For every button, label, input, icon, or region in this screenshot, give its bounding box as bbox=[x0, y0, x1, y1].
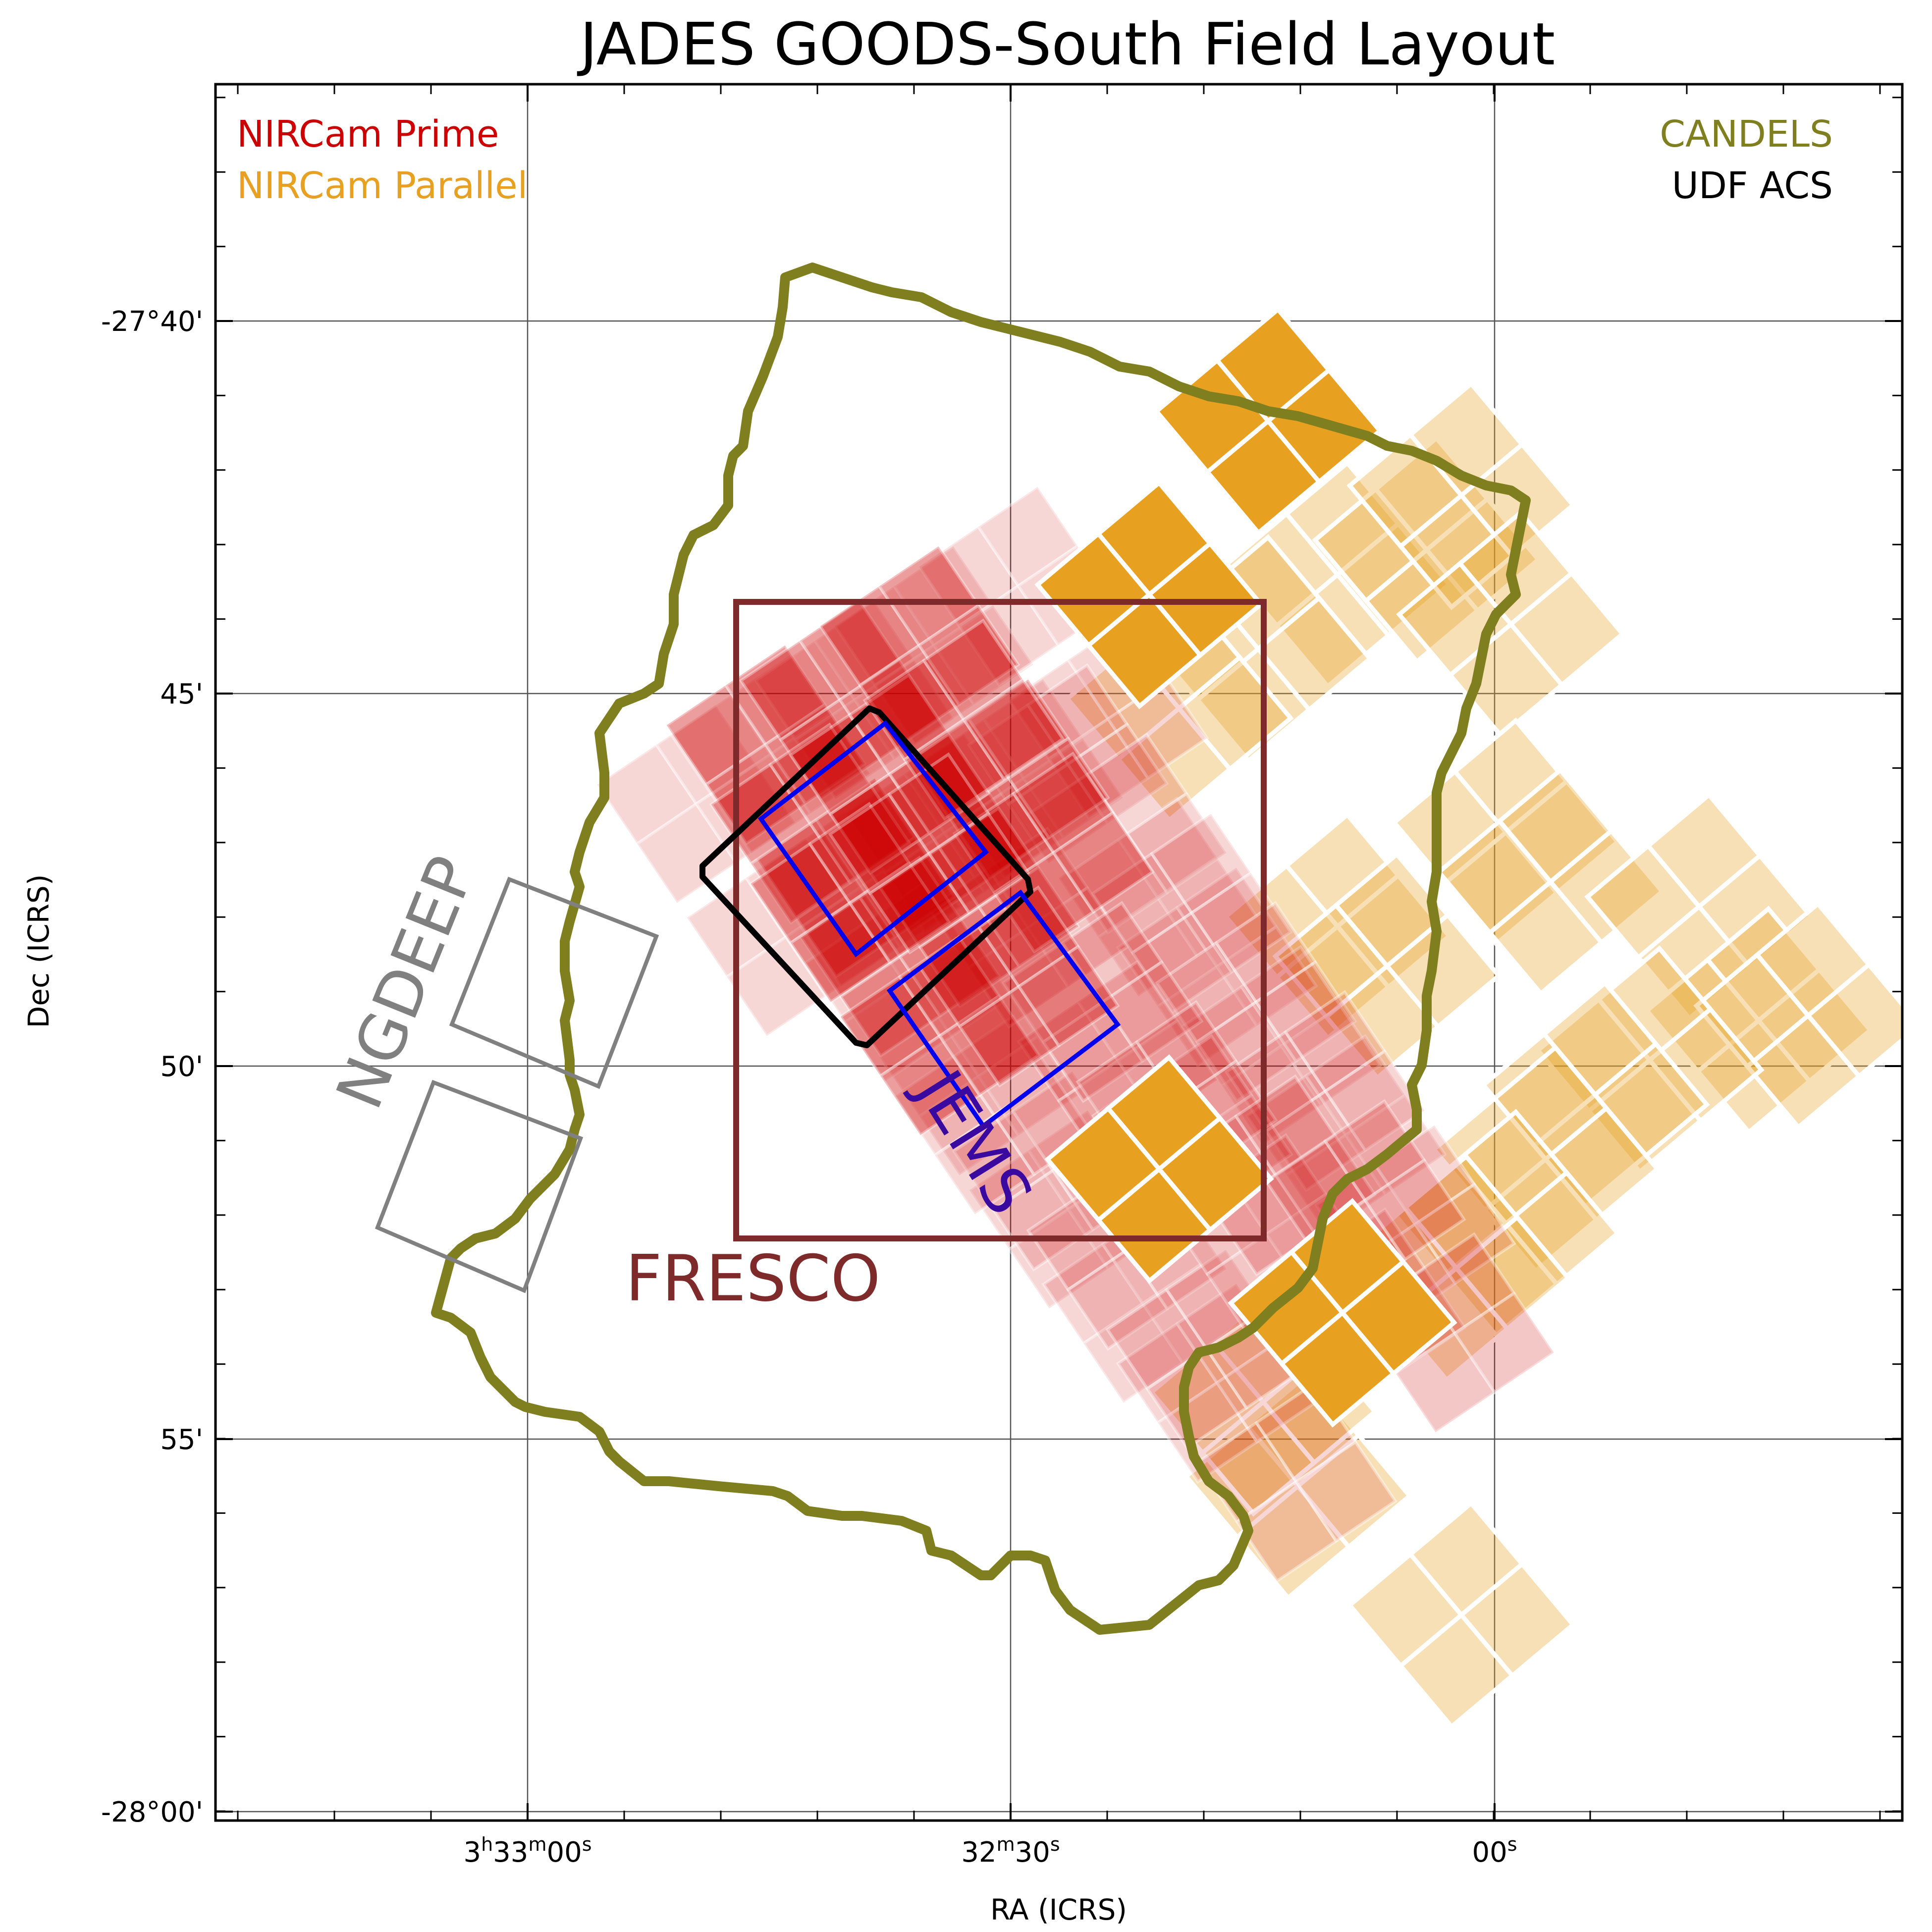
legend-candels: CANDELS bbox=[1660, 113, 1833, 156]
plot-frame bbox=[214, 83, 1904, 1822]
x-tick-label: 3h33m00s bbox=[463, 1833, 591, 1869]
legend-nircam-parallel: NIRCam Parallel bbox=[237, 164, 528, 207]
udf-acs-outline bbox=[699, 705, 1033, 1048]
x-tick-label: 00s bbox=[1472, 1833, 1517, 1869]
y-tick-label: 50' bbox=[160, 1051, 203, 1083]
y-tick-label: -27°40' bbox=[101, 306, 203, 338]
y-axis-label: Dec (ICRS) bbox=[22, 874, 55, 1028]
ngdeep-label: NGDEEP bbox=[322, 847, 490, 1119]
legend-nircam-prime: NIRCam Prime bbox=[237, 113, 499, 156]
fresco-label: FRESCO bbox=[626, 1242, 881, 1316]
y-tick-label: 45' bbox=[160, 678, 203, 710]
axis-ticks bbox=[215, 84, 1902, 1821]
y-tick-label: 55' bbox=[160, 1424, 203, 1456]
y-tick-labels: -27°40' 45' 50' 55' -28°00' bbox=[101, 306, 203, 1828]
jems-outlines bbox=[757, 720, 1121, 1129]
y-tick-label: -28°00' bbox=[101, 1796, 203, 1828]
ngdeep-outlines bbox=[375, 876, 659, 1293]
legend-udf-acs: UDF ACS bbox=[1672, 164, 1833, 207]
chart-title: JADES GOODS-South Field Layout bbox=[577, 10, 1555, 78]
x-tick-labels: 3h33m00s 32m30s 00s bbox=[463, 1833, 1517, 1869]
x-tick-label: 32m30s bbox=[961, 1833, 1060, 1869]
candels-outline bbox=[431, 263, 1531, 1635]
x-axis-label: RA (ICRS) bbox=[990, 1893, 1127, 1927]
fresco-outline bbox=[733, 599, 1267, 1241]
